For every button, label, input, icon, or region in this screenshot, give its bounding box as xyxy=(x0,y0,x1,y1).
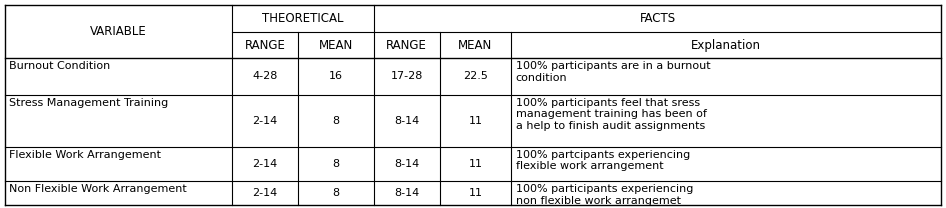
Text: 8: 8 xyxy=(332,159,340,169)
Text: 100% partcipants experiencing
flexible work arrangement: 100% partcipants experiencing flexible w… xyxy=(516,150,690,171)
Text: 8: 8 xyxy=(332,188,340,198)
Text: RANGE: RANGE xyxy=(244,39,286,52)
Text: 2-14: 2-14 xyxy=(253,159,277,169)
Text: 16: 16 xyxy=(329,71,342,82)
Text: 8-14: 8-14 xyxy=(394,188,419,198)
Text: 22.5: 22.5 xyxy=(463,71,488,82)
Text: 2-14: 2-14 xyxy=(253,188,277,198)
Text: FACTS: FACTS xyxy=(639,12,675,25)
Text: 100% participants experiencing
non flexible work arrangemet: 100% participants experiencing non flexi… xyxy=(516,184,692,206)
Text: Flexible Work Arrangement: Flexible Work Arrangement xyxy=(9,150,162,160)
Text: 11: 11 xyxy=(468,188,482,198)
Text: 11: 11 xyxy=(468,159,482,169)
Text: 2-14: 2-14 xyxy=(253,116,277,126)
Text: 17-28: 17-28 xyxy=(391,71,423,82)
Text: Explanation: Explanation xyxy=(692,39,761,52)
Text: THEORETICAL: THEORETICAL xyxy=(262,12,343,25)
Text: Burnout Condition: Burnout Condition xyxy=(9,61,111,71)
Text: MEAN: MEAN xyxy=(319,39,353,52)
Text: Non Flexible Work Arrangement: Non Flexible Work Arrangement xyxy=(9,184,187,194)
Text: 4-28: 4-28 xyxy=(253,71,277,82)
Text: MEAN: MEAN xyxy=(458,39,493,52)
Text: 8: 8 xyxy=(332,116,340,126)
Text: 8-14: 8-14 xyxy=(394,116,419,126)
Text: VARIABLE: VARIABLE xyxy=(90,25,147,38)
Text: 100% participants feel that sress
management training has been of
a help to fini: 100% participants feel that sress manage… xyxy=(516,98,707,131)
Text: Stress Management Training: Stress Management Training xyxy=(9,98,168,108)
Text: 8-14: 8-14 xyxy=(394,159,419,169)
Text: 11: 11 xyxy=(468,116,482,126)
Text: RANGE: RANGE xyxy=(386,39,428,52)
Text: 100% participants are in a burnout
condition: 100% participants are in a burnout condi… xyxy=(516,61,710,83)
